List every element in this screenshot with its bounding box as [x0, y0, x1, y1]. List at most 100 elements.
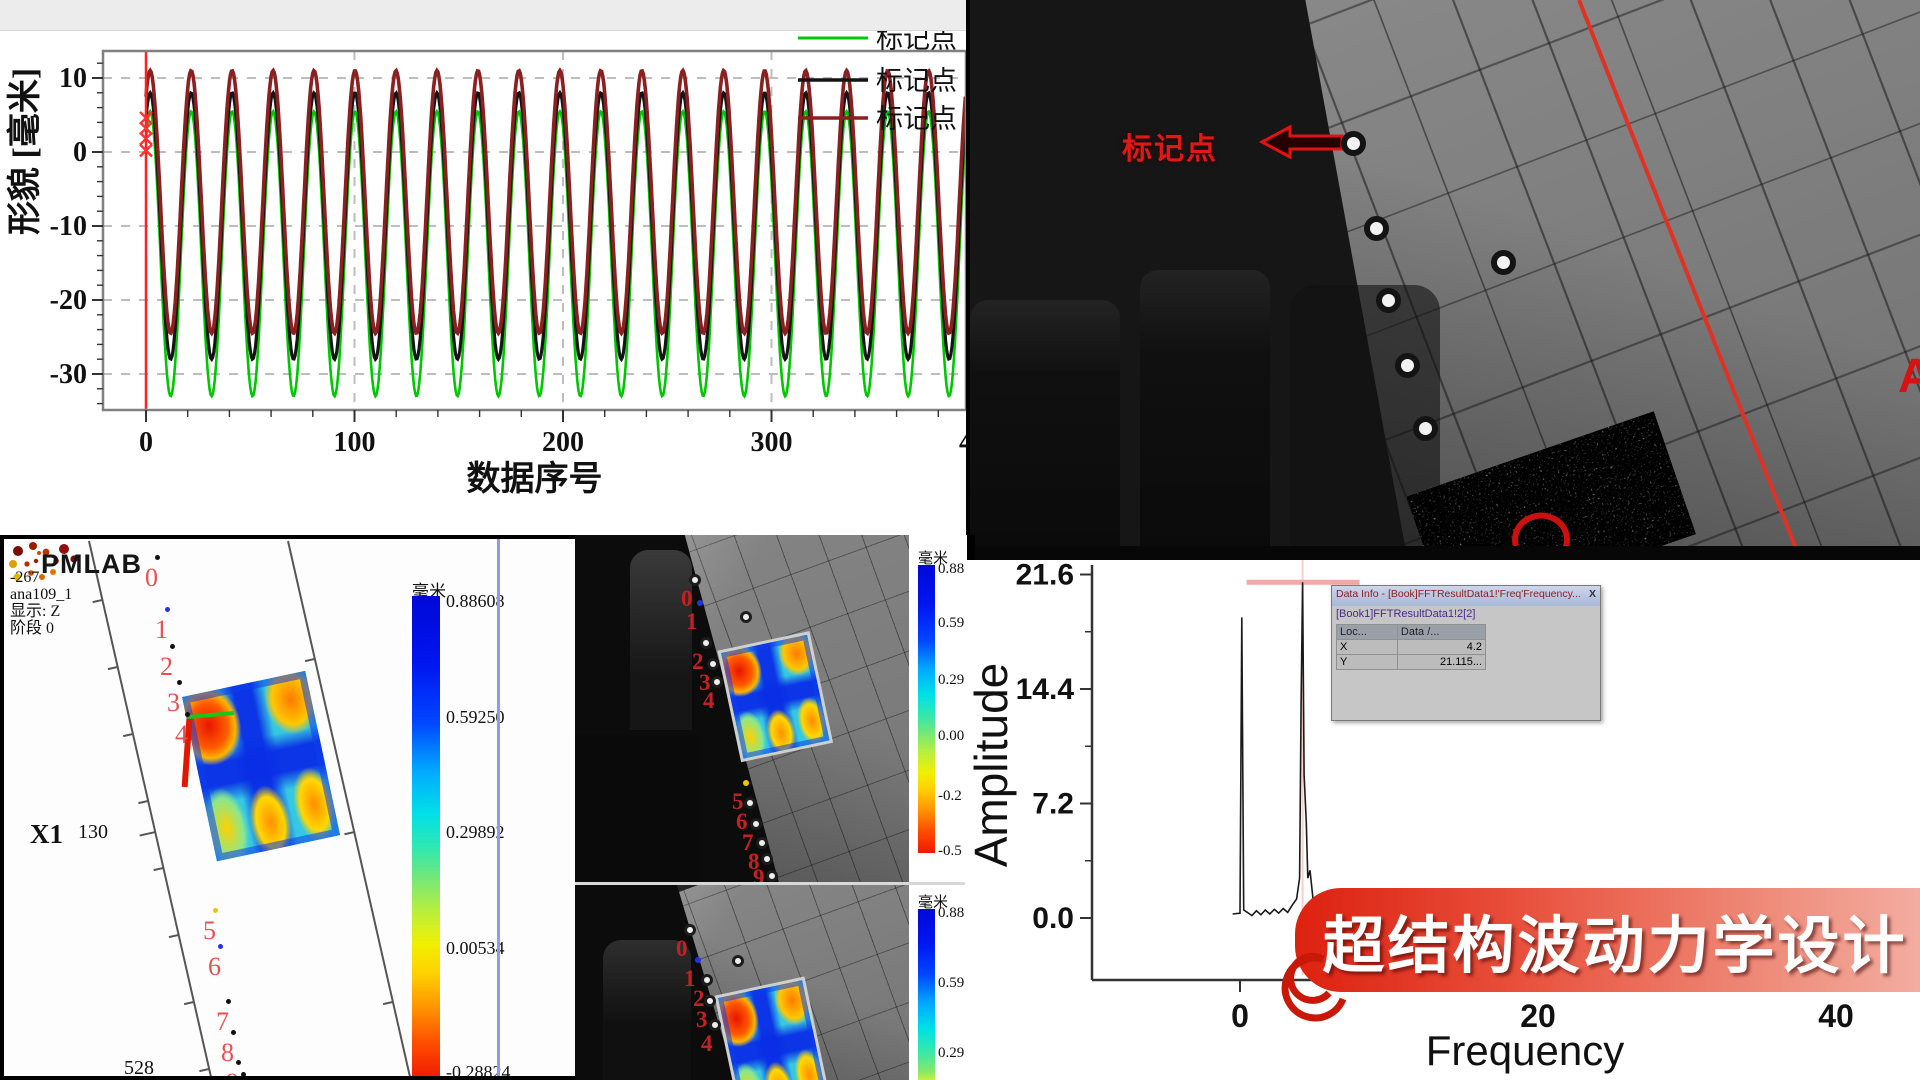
data-info-tooltip[interactable]: X Data Info - [Book]FFTResultData1!'Freq'…	[1331, 585, 1601, 721]
tooltip-col2: Data /...	[1396, 624, 1487, 640]
colorbar-tick-label: 0.88	[938, 561, 965, 577]
letter-a-mark: A	[1898, 350, 1920, 403]
tarp-shape	[603, 940, 691, 1080]
circle-marker	[750, 818, 762, 830]
point-marker-dot	[231, 1030, 236, 1035]
point-marker-dot	[218, 944, 223, 949]
tooltip-title-bar[interactable]: X Data Info - [Book]FFTResultData1!'Freq'…	[1332, 586, 1600, 606]
banner-text: 超结构波动力学设计	[1322, 913, 1908, 981]
colorbar-tick-label: 0.59	[938, 975, 965, 991]
waveform-chart-panel: 100-10-20-300100200300400形貌 [毫米]数据序号标记点标…	[0, 0, 970, 535]
colorbar-tick-label: 0.00	[938, 728, 965, 744]
point-marker-number: 9	[226, 1068, 239, 1076]
colorbar-strip: 毫米 0.88 0.59 0.29 0.00 -0.2 -0.5	[909, 535, 967, 882]
camera-photo-panel: A 标记点	[966, 0, 1920, 560]
circle-marker	[701, 974, 713, 986]
svg-text:标记点: 标记点	[876, 66, 957, 96]
point-marker-number: 2	[693, 986, 705, 1011]
svg-text:-20: -20	[50, 285, 87, 316]
point-marker-dot	[226, 999, 231, 1004]
point-marker-dot	[697, 600, 703, 606]
stereo-view-top: 毫米 0.880.590.290.00-0.2-0.5 012345678910	[575, 535, 967, 882]
svg-text:0: 0	[73, 137, 87, 168]
tarp-shape	[1140, 270, 1270, 546]
viewport-separator-line	[497, 539, 500, 1076]
red-reference-line	[1577, 0, 1797, 547]
svg-text:-10: -10	[50, 211, 87, 242]
pmlab-panel: PMLAB -267 ana109_1 显示: Z 阶段 0 X1 130 52…	[0, 535, 575, 1080]
circle-marker	[1413, 416, 1438, 441]
point-marker-number: 5	[203, 916, 216, 945]
point-marker-number: 3	[167, 688, 180, 717]
colorbar-tick-label: 0.59250	[446, 707, 505, 727]
point-marker-dot	[241, 1072, 246, 1076]
close-icon[interactable]: X	[1588, 588, 1596, 600]
colorbar-tick-label: 0.88	[938, 905, 965, 921]
colorbar-tick-label: -0.2	[938, 788, 962, 804]
svg-text:200: 200	[542, 427, 584, 458]
pmlab-meta-line: 阶段 0	[10, 620, 55, 637]
colorbar-tick-label: 0.29892	[446, 822, 505, 842]
point-marker-dot	[213, 908, 218, 913]
pmlab-logo-icon	[9, 542, 78, 581]
marker-annotation-label: 标记点	[1122, 133, 1218, 166]
tooltip-row-y-value: 21.115...	[1396, 654, 1487, 670]
point-marker-number: 0	[676, 936, 688, 961]
point-marker-dot	[695, 957, 701, 963]
svg-text:300: 300	[751, 427, 793, 458]
point-marker-number: 4	[701, 1031, 713, 1056]
point-marker-number: 0	[145, 563, 158, 592]
svg-text:10: 10	[59, 63, 87, 94]
bottom-ruler-value: 528	[124, 1057, 154, 1079]
point-marker-number: 7	[742, 830, 754, 855]
circle-marker	[700, 637, 712, 649]
point-marker-number: 9	[753, 865, 765, 882]
waveform-chart: 100-10-20-300100200300400形貌 [毫米]数据序号标记点标…	[6, 24, 970, 498]
point-marker-number: 4	[703, 688, 715, 713]
point-marker-number: 3	[696, 1007, 708, 1032]
circle-marker	[744, 797, 756, 809]
svg-text:-30: -30	[50, 359, 87, 390]
red-curve-mark	[1512, 512, 1571, 559]
left-arrow-icon	[1258, 124, 1344, 160]
colorbar-tick-label: 0.88608	[446, 591, 505, 611]
point-marker-number: 8	[748, 849, 760, 874]
svg-text:400: 400	[959, 427, 970, 458]
svg-text:0: 0	[1231, 998, 1249, 1034]
photo-annotations: A	[1258, 0, 1920, 560]
colorbar	[918, 909, 935, 1080]
colorbar-tick-label: 0.29	[938, 672, 965, 688]
colorbar-tick-label: 0.00534	[446, 938, 505, 958]
speckle-patch	[1406, 411, 1697, 560]
circle-marker	[1364, 216, 1389, 241]
colorbar-title: 毫米	[918, 551, 949, 567]
point-marker-dot	[170, 644, 175, 649]
svg-text:数据序号: 数据序号	[467, 460, 603, 498]
view-separator	[575, 882, 967, 885]
tooltip-col1: Loc...	[1336, 624, 1398, 640]
svg-text:21.6: 21.6	[1016, 560, 1074, 591]
tooltip-row-y-key: Y	[1336, 654, 1398, 670]
svg-text:14.4: 14.4	[1016, 673, 1075, 706]
point-marker-dot	[236, 1060, 241, 1065]
circle-marker	[689, 574, 701, 586]
x1-axis-label: X1	[30, 819, 63, 849]
svg-text:40: 40	[1818, 998, 1854, 1034]
svg-text:Frequency: Frequency	[1426, 1027, 1624, 1074]
mesh-drape	[630, 550, 692, 730]
point-marker-dot	[743, 780, 749, 786]
stereo-views-panel: 毫米 0.880.590.290.00-0.2-0.5 012345678910…	[575, 535, 975, 1080]
svg-text:标记点: 标记点	[876, 104, 957, 134]
circle-marker	[766, 870, 778, 882]
point-marker-number: 6	[208, 952, 221, 981]
colorbar	[918, 565, 935, 853]
tarp-shape	[575, 735, 700, 882]
tooltip-row-x-key: X	[1336, 639, 1398, 655]
circle-marker	[684, 924, 696, 936]
svg-text:0.0: 0.0	[1032, 902, 1074, 935]
circle-marker	[732, 955, 744, 967]
svg-text:0: 0	[139, 427, 153, 458]
circle-marker	[707, 658, 719, 670]
